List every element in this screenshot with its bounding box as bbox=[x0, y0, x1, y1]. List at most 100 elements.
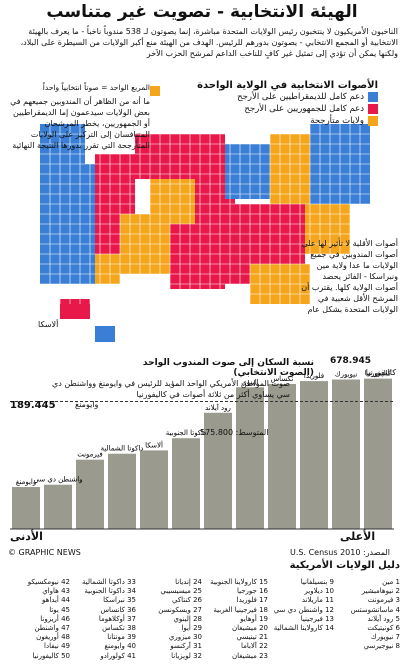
state-index: دليل الولايات الأمريكية 1 مين 2 نيوهامبشي… bbox=[4, 560, 400, 666]
index-item: 33 داكوتا الشمالية bbox=[82, 578, 136, 586]
cartogram-svg bbox=[40, 86, 370, 342]
index-item: 34 داكوتا الجنوبية bbox=[84, 587, 136, 596]
index-item: 35 نبراسكا bbox=[103, 596, 136, 605]
map-legend: الأصوات الانتخابية في الولاية الواحدة دع… bbox=[168, 80, 378, 127]
min-label: وايومنغ bbox=[75, 400, 99, 409]
bar bbox=[172, 438, 200, 529]
bar-label: داكوتا الجنوبية bbox=[166, 429, 206, 437]
index-item: 48 أوريغون bbox=[36, 633, 70, 642]
texas-block bbox=[170, 224, 225, 289]
index-item: 10 ديلاوير bbox=[304, 587, 334, 596]
bar bbox=[44, 484, 72, 529]
index-item: 32 لويزيانا bbox=[171, 651, 202, 660]
index-item: 11 ماريلاند bbox=[301, 596, 334, 605]
bar-chart-svg: كاليفورنيا نيويورك فلوريدا تكساس إلينوي رود آ… bbox=[10, 370, 394, 530]
index-item: 23 ميشيغان bbox=[231, 651, 268, 660]
bar-label: فلوريدا bbox=[304, 372, 324, 380]
lead-paragraph: الناخبون الأمريكيون لا ينتخبون رئيس الول… bbox=[20, 27, 398, 58]
index-column: 15 كارولاينا الجنوبية 16 جورجيا 17 فلوريدا… bbox=[202, 578, 268, 661]
max-label: كاليفورنيا bbox=[365, 368, 396, 377]
chart-subtitle: صوت المواطن الأمريكي الواحد المؤيد للرئي… bbox=[51, 379, 290, 399]
index-item: 24 إنديانا bbox=[175, 578, 202, 586]
index-item: 3 فيرمونت bbox=[367, 596, 400, 605]
bar-label: إلينوي bbox=[241, 378, 258, 386]
minority-note: أصوات الأقلية لا تأثير لها على أصوات الم… bbox=[301, 239, 398, 314]
credit: © GRAPHIC NEWS bbox=[8, 548, 81, 557]
index-column: 9 بنسيلفانيا 10 ديلاوير 11 ماريلاند 12 واشن… bbox=[268, 578, 334, 633]
bar-label: نيويورك bbox=[335, 371, 357, 379]
index-item: 27 ويسكونسن bbox=[158, 605, 202, 614]
bar bbox=[236, 387, 264, 529]
index-item: 28 إلينوي bbox=[173, 614, 202, 623]
index-item: 14 كارولاينا الشمالية bbox=[273, 624, 334, 633]
index-item: 36 كانساس bbox=[100, 605, 136, 614]
index-item: 15 كارولاينا الجنوبية bbox=[210, 578, 268, 586]
index-item: 45 يوتا bbox=[49, 605, 70, 614]
index-item: 50 كاليفورنيا bbox=[32, 651, 70, 660]
page-title: الهيئة الانتخابية - تصويت غير متناسب bbox=[46, 2, 358, 22]
avg-label: المتوسط: 575.800 bbox=[200, 428, 269, 437]
index-item: 49 نيفادا bbox=[44, 642, 70, 651]
bar bbox=[204, 412, 232, 529]
index-item: 31 آركنسو bbox=[170, 642, 202, 651]
index-item: 43 هاواي bbox=[42, 587, 70, 596]
cartogram-map bbox=[0, 64, 404, 354]
bar-label: داكوتا الشمالية bbox=[101, 445, 144, 453]
index-column: 42 نيومكسيكو 43 هاواي 44 أيداهو 45 يوتا 46 أ… bbox=[4, 578, 70, 661]
high-label: الأعلى bbox=[340, 530, 376, 543]
index-item: 37 أوكلاهوما bbox=[98, 614, 136, 623]
index-item: 40 وايومنغ bbox=[104, 642, 136, 651]
alaska-label: ألاسكا bbox=[38, 320, 59, 329]
index-item: 13 فيرجينيا bbox=[300, 614, 334, 623]
index-item: 9 بنسيلفانيا bbox=[300, 578, 334, 586]
index-title: دليل الولايات الأمريكية bbox=[289, 560, 400, 571]
index-column: 24 إنديانا 25 ميسيسيبي 26 كنتاكي 27 ويسكونس… bbox=[136, 578, 202, 661]
nevada-block bbox=[95, 254, 120, 284]
index-item: 19 أوهايو bbox=[240, 614, 268, 623]
legend-item-dem: دعم كامل للديمقراطيين على الأرجح bbox=[168, 91, 378, 103]
index-item: 16 جورجيا bbox=[236, 587, 268, 596]
legend-title: الأصوات الانتخابية في الولاية الواحدة bbox=[197, 80, 378, 91]
index-item: 25 ميسيسيبي bbox=[160, 587, 202, 596]
chart-title: نسبة السكان إلى صوت المندوب الواحد (الصو… bbox=[142, 358, 314, 378]
index-item: 18 فيرجينيا الغربية bbox=[213, 605, 268, 614]
great-lakes-block bbox=[225, 144, 270, 199]
bar-label: واشنطن دي سي bbox=[33, 476, 82, 484]
bar-chart: كاليفورنيا نيويورك فلوريدا تكساس إلينوي رود آ… bbox=[4, 354, 400, 544]
bar bbox=[300, 381, 328, 529]
index-item: 12 واشنطن دي سي bbox=[273, 605, 334, 614]
grid-lines bbox=[40, 124, 370, 304]
index-item: 8 نيوجيرسي bbox=[363, 642, 400, 651]
index-item: 2 نيوهامبشير bbox=[361, 587, 400, 596]
index-item: 4 ماساتشوستس bbox=[350, 605, 400, 614]
index-item: 21 تينيسي bbox=[236, 633, 268, 642]
index-item: 7 نيويورك bbox=[370, 633, 400, 642]
index-item: 1 مين bbox=[382, 578, 400, 586]
bar-label: فيرمونت bbox=[77, 451, 103, 459]
index-item: 39 مونتانا bbox=[107, 633, 136, 642]
bar bbox=[76, 459, 104, 529]
bar bbox=[108, 453, 136, 529]
index-item: 38 تكساس bbox=[102, 624, 136, 633]
bar-label: ألاسكا bbox=[145, 440, 163, 449]
index-item: 47 واشنطن bbox=[34, 624, 70, 633]
index-item: 29 أيوا bbox=[181, 624, 202, 633]
alaska-block bbox=[60, 299, 90, 319]
index-item: 22 آلاباما bbox=[240, 642, 268, 651]
source: المصدر: U.S. Census 2010 bbox=[290, 548, 390, 557]
hawaii-block bbox=[95, 326, 115, 342]
min-value: 189.445 bbox=[10, 400, 56, 411]
swing-note: ما أنه من الظاهر أن المندوبين جميعهم في … bbox=[10, 97, 150, 150]
index-item: 6 كونيتيكت bbox=[367, 624, 400, 633]
index-item: 26 كنتاكي bbox=[171, 596, 202, 605]
index-item: 5 رود آيلاند bbox=[367, 614, 401, 623]
index-item: 46 أريزونا bbox=[40, 614, 70, 623]
bar bbox=[12, 487, 40, 529]
bar bbox=[364, 378, 392, 529]
central-swing-block bbox=[150, 179, 195, 224]
square-legend-swatch bbox=[150, 86, 160, 96]
max-value: 678.945 bbox=[330, 356, 371, 366]
index-item: 44 أيداهو bbox=[42, 596, 70, 605]
index-item: 20 ميشيغان bbox=[231, 624, 268, 633]
index-item: 17 فلوريدا bbox=[236, 596, 268, 605]
